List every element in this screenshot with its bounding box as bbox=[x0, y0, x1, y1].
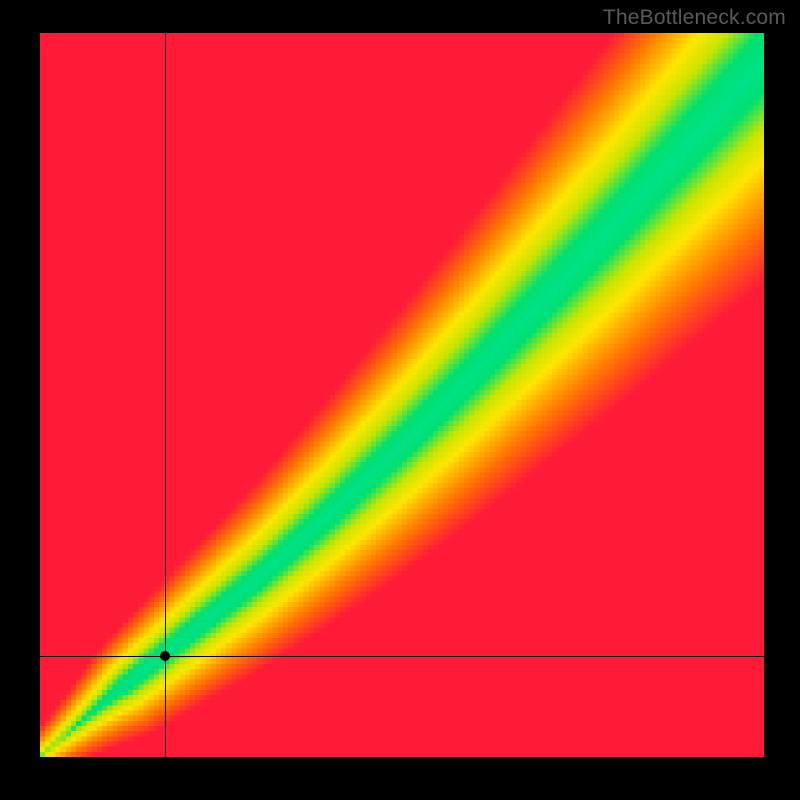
crosshair-marker bbox=[160, 651, 170, 661]
crosshair-horizontal bbox=[40, 656, 764, 657]
crosshair-vertical bbox=[165, 33, 166, 757]
heatmap-canvas bbox=[40, 33, 764, 757]
plot-area bbox=[40, 33, 764, 757]
attribution-text: TheBottleneck.com bbox=[603, 6, 786, 30]
chart-container: TheBottleneck.com bbox=[0, 0, 800, 800]
